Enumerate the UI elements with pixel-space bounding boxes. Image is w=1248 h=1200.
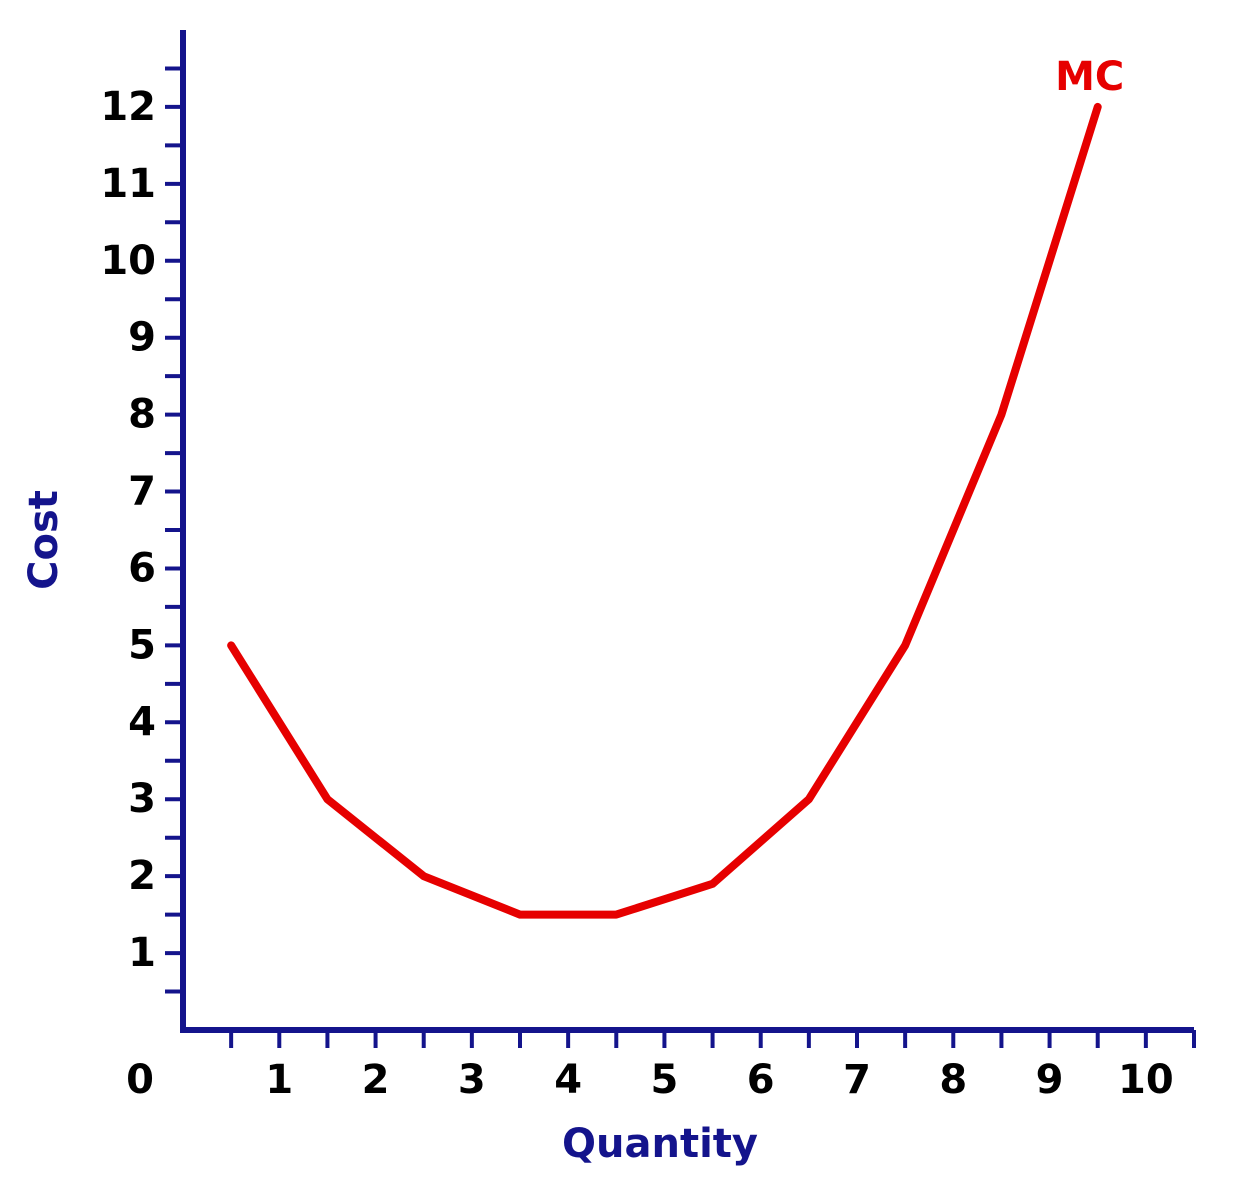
y-tick-label: 12 (100, 84, 156, 130)
x-axis-label: Quantity (562, 1121, 758, 1167)
x-tick-label: 3 (458, 1057, 486, 1103)
x-tick-label: 5 (651, 1057, 679, 1103)
x-tick-label: 6 (747, 1057, 775, 1103)
y-tick-label: 6 (128, 545, 156, 591)
x-tick-label: 7 (843, 1057, 871, 1103)
y-tick-label: 8 (128, 392, 156, 438)
x-tick-label: 10 (1118, 1057, 1174, 1103)
y-tick-label: 5 (128, 622, 156, 668)
y-tick-label: 3 (128, 776, 156, 822)
x-tick-label: 1 (265, 1057, 293, 1103)
x-tick-label: 0 (126, 1057, 154, 1103)
y-tick-label: 4 (128, 699, 156, 745)
series-label: MC (1055, 54, 1124, 100)
y-tick-label: 2 (128, 853, 156, 899)
x-tick-label: 4 (554, 1057, 582, 1103)
y-tick-label: 10 (100, 238, 156, 284)
y-axis-label: Cost (21, 490, 67, 590)
y-tick-label: 7 (128, 469, 156, 515)
x-tick-label: 8 (939, 1057, 967, 1103)
y-tick-label: 1 (128, 930, 156, 976)
x-tick-label: 9 (1036, 1057, 1064, 1103)
mc-line (227, 102, 1102, 919)
y-tick-label: 11 (100, 161, 156, 207)
y-tick-label: 9 (128, 315, 156, 361)
x-tick-label: 2 (362, 1057, 390, 1103)
